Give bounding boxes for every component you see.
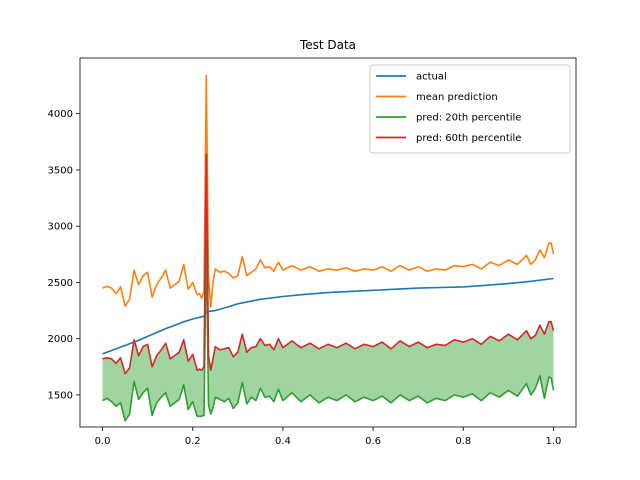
legend-box <box>369 64 571 154</box>
x-tick-label: 0.0 <box>95 436 111 447</box>
y-axis-ticks: 1500 2000 2500 3000 3500 4000 <box>48 109 80 401</box>
legend-label-pred-20th-percentile: pred: 20th percentile <box>416 113 521 124</box>
x-axis-ticks: 0.0 0.2 0.4 0.6 0.8 1.0 <box>95 427 562 447</box>
chart-title: Test Data <box>299 38 356 52</box>
y-tick-label: 1500 <box>48 390 73 401</box>
x-tick-label: 0.2 <box>185 436 201 447</box>
series-line-actual <box>102 277 554 355</box>
x-tick-label: 0.6 <box>365 436 381 447</box>
x-tick-label: 1.0 <box>546 436 562 447</box>
percentile-band <box>102 154 554 421</box>
plot-frame <box>79 57 577 428</box>
fill-layer <box>102 154 554 421</box>
legend-label-pred-60th-percentile: pred: 60th percentile <box>416 133 521 144</box>
y-tick-label: 3500 <box>48 165 73 176</box>
series-line-pred-20th-percentile <box>102 237 555 422</box>
y-tick-label: 2500 <box>48 278 73 289</box>
legend-label-actual: actual <box>416 72 447 83</box>
legend-items: actual mean prediction pred: 20th percenti… <box>376 72 521 144</box>
series-line-mean-prediction <box>102 74 555 308</box>
legend: actual mean prediction pred: 20th percenti… <box>369 64 571 154</box>
x-tick-label: 0.4 <box>275 436 291 447</box>
x-tick-label: 0.8 <box>455 436 471 447</box>
legend-label-mean-prediction: mean prediction <box>416 92 498 103</box>
y-tick-label: 4000 <box>48 109 73 120</box>
y-tick-label: 3000 <box>48 222 73 233</box>
series-layer <box>102 74 555 422</box>
y-tick-label: 2000 <box>48 334 73 345</box>
series-line-pred-60th-percentile <box>102 153 555 375</box>
